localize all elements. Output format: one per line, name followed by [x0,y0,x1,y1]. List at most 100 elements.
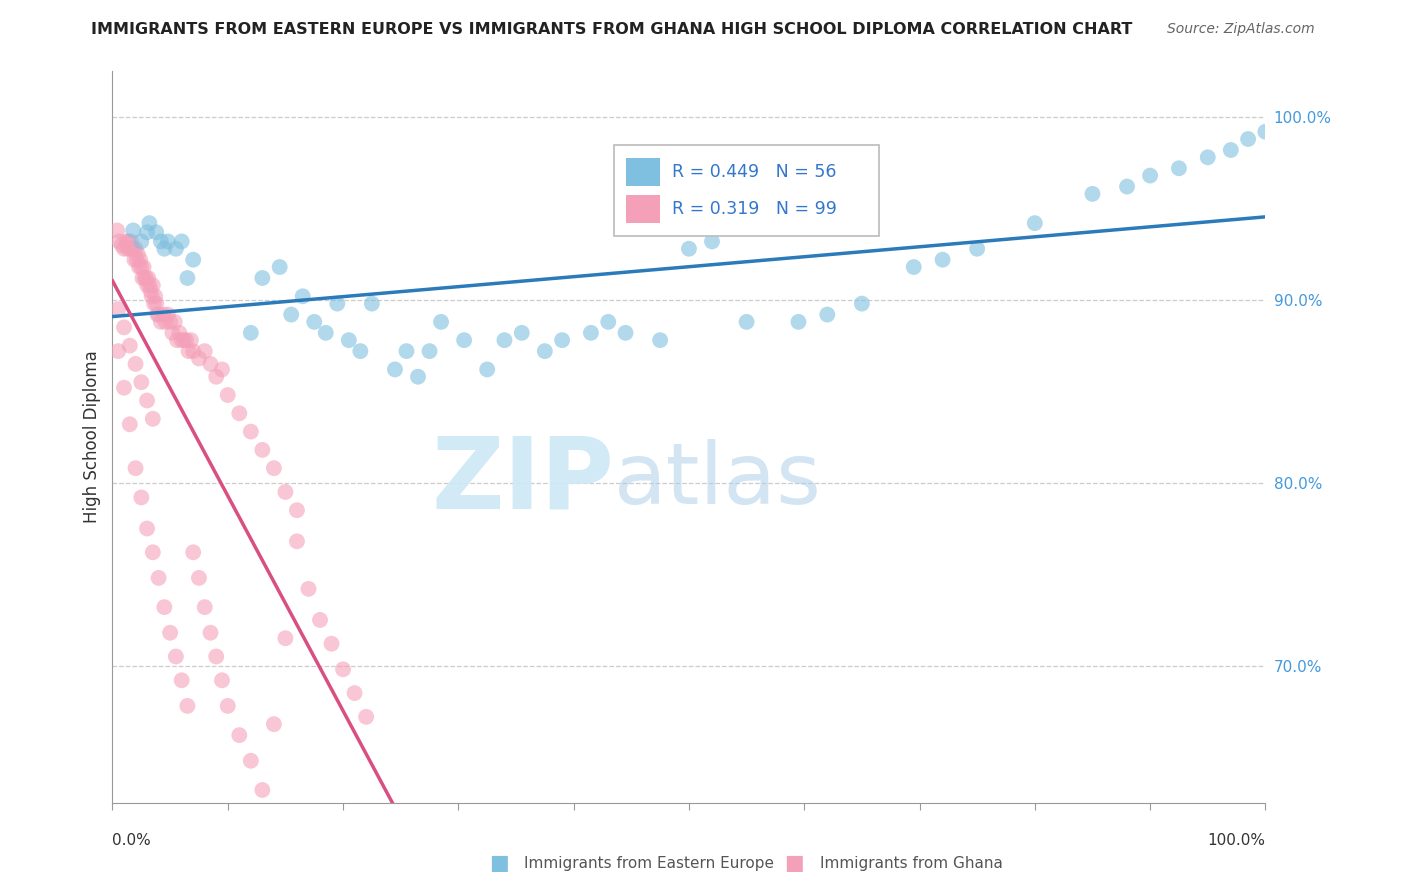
Point [170,673,193,688]
Point [239,425,262,439]
Point [598,315,620,329]
Point [966,242,988,256]
Point [142,411,165,425]
Point [142,278,165,293]
Point [217,388,239,402]
Point [181,344,204,359]
Point [117,242,139,256]
Point [321,637,343,651]
Point [128,260,150,274]
Point [1024,216,1046,230]
Point [309,613,332,627]
Point [108,235,131,249]
Point [1237,132,1260,146]
Point [337,333,360,347]
Point [815,308,838,322]
Text: Source: ZipAtlas.com: Source: ZipAtlas.com [1167,22,1315,37]
Point [117,235,139,249]
Point [304,315,326,329]
Text: atlas: atlas [614,440,823,523]
Point [648,333,672,347]
Point [170,333,193,347]
Bar [626,159,661,186]
Point [176,271,198,285]
Point [551,333,574,347]
Point [124,461,146,475]
Text: R = 0.449   N = 56: R = 0.449 N = 56 [672,163,837,181]
Point [129,260,153,274]
Point [165,649,187,664]
Text: 0.0%: 0.0% [112,833,152,847]
Point [678,242,700,256]
Text: ZIP: ZIP [432,433,614,530]
Point [149,235,172,249]
Point [228,728,250,742]
Point [217,698,239,713]
Point [159,315,181,329]
Point [343,686,366,700]
Point [139,284,162,298]
Point [141,289,163,303]
Point [138,216,160,230]
Point [145,225,167,239]
Point [274,631,297,645]
Text: IMMIGRANTS FROM EASTERN EUROPE VS IMMIGRANTS FROM GHANA HIGH SCHOOL DIPLOMA CORR: IMMIGRANTS FROM EASTERN EUROPE VS IMMIGR… [91,22,1133,37]
Point [851,296,873,310]
Point [155,315,177,329]
Point [170,235,193,249]
Point [118,338,141,352]
Point [112,381,135,395]
Point [1254,125,1277,139]
Point [136,393,159,408]
Text: R = 0.319   N = 99: R = 0.319 N = 99 [672,200,837,218]
Y-axis label: High School Diploma: High School Diploma [83,351,101,524]
Point [700,235,723,249]
Point [121,242,143,256]
Point [136,278,159,293]
Point [187,571,211,585]
Point [384,362,406,376]
FancyBboxPatch shape [614,145,879,235]
Point [148,571,170,585]
Point [200,357,222,371]
Point [180,333,202,347]
Point [132,260,155,274]
Point [194,344,217,359]
Point [395,344,418,359]
Point [297,582,319,596]
Point [138,278,160,293]
Point [148,308,170,322]
Point [211,673,233,688]
Point [153,242,176,256]
Point [735,315,758,329]
Point [136,271,159,285]
Point [354,710,377,724]
Point [252,271,274,285]
Point [475,362,498,376]
Point [173,333,195,347]
Point [1081,186,1104,201]
Point [122,242,145,256]
Point [291,289,314,303]
Point [205,369,228,384]
Point [143,296,166,310]
Point [152,308,174,322]
Point [1139,169,1161,183]
Point [129,252,152,267]
Point [124,357,146,371]
Point [614,326,637,340]
Text: Immigrants from Ghana: Immigrants from Ghana [820,856,1002,871]
Point [125,252,148,267]
Point [136,225,159,239]
Point [118,417,141,432]
Text: ■: ■ [489,854,509,873]
Point [174,333,197,347]
Point [177,344,200,359]
Point [135,271,157,285]
Point [931,252,953,267]
Point [533,344,555,359]
Text: 100.0%: 100.0% [1208,833,1265,847]
Point [163,315,186,329]
Point [194,600,217,615]
Point [145,296,167,310]
